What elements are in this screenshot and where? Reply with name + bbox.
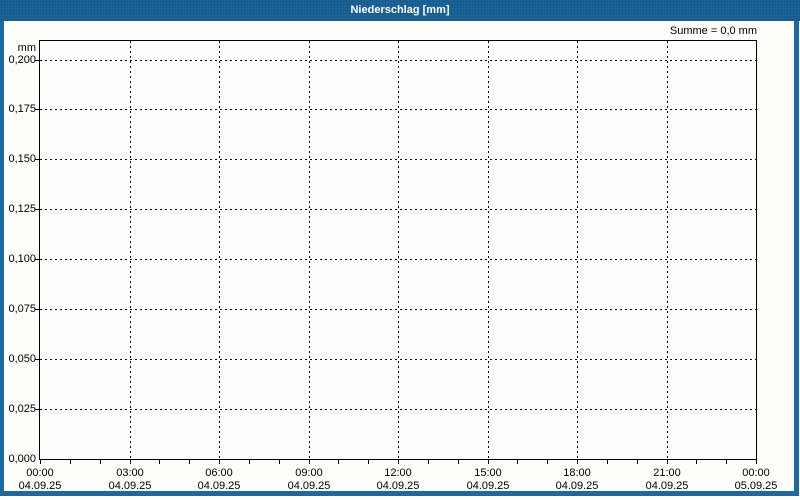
y-axis-unit-label: mm — [17, 42, 36, 54]
x-axis-tick — [637, 460, 638, 464]
y-axis-tick-label: 0,000 — [8, 453, 36, 465]
v-gridline — [309, 41, 310, 459]
x-axis-tick — [517, 460, 518, 464]
x-axis-tick — [309, 460, 310, 464]
chart-title-bar: Niederschlag [mm] — [0, 0, 800, 21]
y-axis-tick — [35, 209, 39, 210]
x-axis-tick — [488, 460, 489, 464]
x-axis-time-label: 18:00 — [563, 467, 591, 479]
y-axis-tick-label: 0,150 — [8, 153, 36, 165]
y-axis-tick-label: 0,100 — [8, 253, 36, 265]
x-axis-time-label: 00:00 — [742, 467, 770, 479]
x-axis-tick — [696, 460, 697, 464]
x-axis-tick — [756, 460, 757, 464]
y-axis-tick — [35, 309, 39, 310]
x-axis-tick — [219, 460, 220, 464]
sum-annotation: Summe = 0,0 mm — [669, 25, 757, 37]
x-axis-tick — [159, 460, 160, 464]
x-axis-tick — [70, 460, 71, 464]
x-axis-tick — [726, 460, 727, 464]
v-gridline — [219, 41, 220, 459]
frame-border-left — [0, 21, 4, 496]
y-axis-tick-label: 0,125 — [8, 203, 36, 215]
y-axis-tick — [35, 109, 39, 110]
chart-content: Summe = 0,0 mm mm 0,000 0,025 0,050 0,075 0,… — [0, 21, 800, 500]
x-axis-time-label: 21:00 — [653, 467, 681, 479]
x-axis-time-label: 06:00 — [205, 467, 233, 479]
x-axis-tick — [577, 460, 578, 464]
x-axis-tick — [130, 460, 131, 464]
y-axis-tick — [35, 409, 39, 410]
frame-border-bottom — [0, 491, 799, 496]
x-axis-date-label: 04.09.25 — [108, 480, 152, 492]
x-axis-time-label: 09:00 — [295, 467, 323, 479]
x-axis-date-label: 04.09.25 — [376, 480, 420, 492]
x-axis-date-label: 04.09.25 — [645, 480, 689, 492]
chart-title: Niederschlag [mm] — [350, 4, 450, 16]
x-axis-tick — [667, 460, 668, 464]
x-axis-tick — [428, 460, 429, 464]
x-axis-time-label: 15:00 — [474, 467, 502, 479]
y-axis-tick — [35, 159, 39, 160]
x-axis-date-label: 04.09.25 — [287, 480, 331, 492]
y-axis-tick-label: 0,050 — [8, 353, 36, 365]
v-gridline — [667, 41, 668, 459]
v-gridline — [488, 41, 489, 459]
x-axis-date-label: 04.09.25 — [197, 480, 241, 492]
x-axis-tick — [40, 460, 41, 464]
y-axis-tick-label: 0,200 — [8, 54, 36, 66]
x-axis-tick — [338, 460, 339, 464]
v-gridline — [130, 41, 131, 459]
x-axis-tick — [279, 460, 280, 464]
x-axis-tick — [100, 460, 101, 464]
x-axis-time-label: 00:00 — [26, 467, 54, 479]
y-axis-tick-label: 0,025 — [8, 403, 36, 415]
x-axis-tick — [368, 460, 369, 464]
x-axis-date-label: 04.09.25 — [18, 480, 62, 492]
x-axis-date-label: 05.09.25 — [734, 480, 778, 492]
x-axis-tick — [189, 460, 190, 464]
y-axis-tick — [35, 259, 39, 260]
v-gridline — [577, 41, 578, 459]
x-axis-tick — [547, 460, 548, 464]
y-axis-tick — [35, 60, 39, 61]
x-axis-time-label: 03:00 — [116, 467, 144, 479]
y-axis-tick-label: 0,075 — [8, 303, 36, 315]
y-axis-tick-label: 0,175 — [8, 103, 36, 115]
x-axis-date-label: 04.09.25 — [555, 480, 599, 492]
x-axis-tick — [249, 460, 250, 464]
v-gridline — [398, 41, 399, 459]
x-axis-tick — [458, 460, 459, 464]
x-axis-tick — [607, 460, 608, 464]
x-axis-tick — [398, 460, 399, 464]
y-axis-tick — [35, 359, 39, 360]
x-axis-time-label: 12:00 — [384, 467, 412, 479]
frame-border-right — [794, 21, 799, 496]
plot-area[interactable] — [39, 40, 757, 460]
x-axis-date-label: 04.09.25 — [466, 480, 510, 492]
